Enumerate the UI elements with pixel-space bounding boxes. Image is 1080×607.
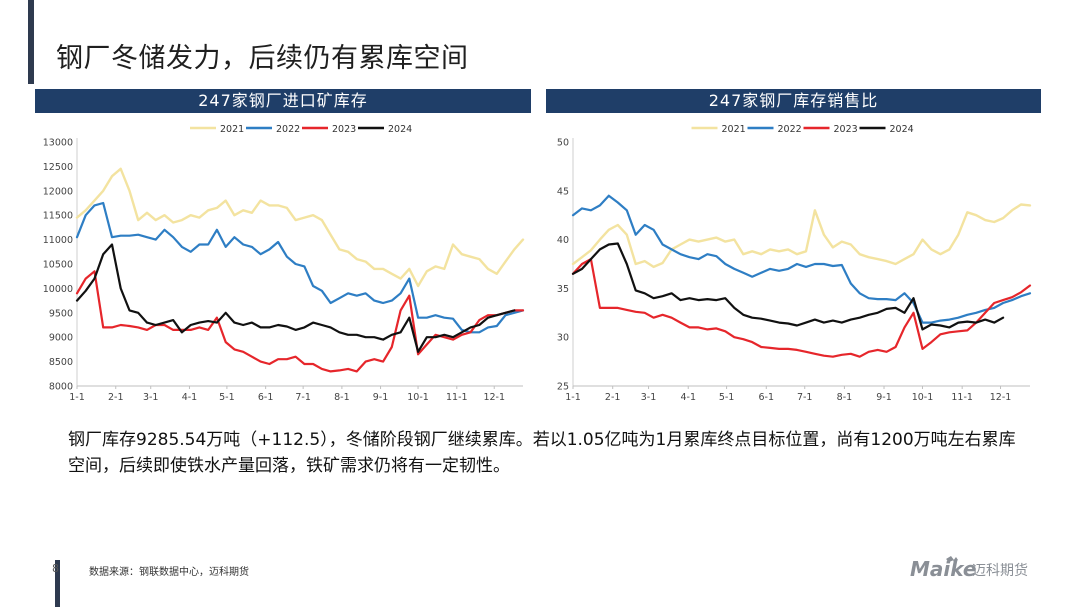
ratio-x-tick-label: 8-1 (837, 392, 853, 403)
inventory-x-tick-label: 6-1 (258, 392, 274, 403)
inventory-x-tick-label: 3-1 (143, 392, 159, 403)
footer-accent-bar (55, 560, 60, 607)
inventory-x-tick-label: 1-1 (69, 392, 85, 403)
inventory-y-tick-label: 13000 (43, 138, 73, 149)
maike-brand-name: 迈科期货 (972, 562, 1028, 579)
inventory-legend-label-2023: 2023 (332, 124, 356, 135)
ratio-x-tick-label: 12-1 (990, 392, 1012, 403)
inventory-legend-item-2022: 2022 (246, 124, 300, 135)
inventory-y-tick-label: 8500 (49, 357, 73, 368)
chart-stock-sales-ratio: 2021 2022 2023 2024 25 30 35 40 45 50 1-1 2-1 3-1 4-1… (557, 124, 1032, 403)
ratio-y-tick-label: 25 (557, 382, 569, 393)
ratio-series-2023 (571, 258, 1032, 358)
inventory-series-2022 (75, 201, 525, 334)
inventory-series-2021 (75, 167, 525, 288)
ratio-x-tick-label: 9-1 (876, 392, 892, 403)
ratio-series-2021 (571, 203, 1032, 269)
inventory-x-tick-label: 8-1 (334, 392, 350, 403)
ratio-x-tick-label: 2-1 (605, 392, 621, 403)
page-number: 8 (52, 562, 59, 575)
data-source-note: 数据来源：钢联数据中心，迈科期货 (89, 567, 249, 578)
inventory-x-tick-label: 5-1 (219, 392, 235, 403)
ratio-x-tick-label: 7-1 (797, 392, 813, 403)
maike-logo: Maike 迈科期货 (910, 556, 1028, 581)
body-commentary: 钢厂库存9285.54万吨（+112.5），冬储阶段钢厂继续累库。若以1.05亿… (68, 430, 1016, 476)
inventory-y-tick-label: 10500 (43, 260, 73, 271)
ratio-y-tick-label: 45 (557, 186, 569, 197)
ratio-legend-item-2022: 2022 (747, 124, 802, 135)
ratio-legend-item-2024: 2024 (859, 124, 914, 135)
inventory-legend-label-2022: 2022 (276, 124, 300, 135)
title-accent-bar (28, 0, 34, 84)
inventory-x-tick-label: 10-1 (407, 392, 429, 403)
ratio-y-tick-label: 30 (557, 333, 569, 344)
ratio-legend-label-2021: 2021 (722, 124, 746, 135)
ratio-y-tick-label: 40 (557, 235, 569, 246)
inventory-legend: 2021 2022 2023 2024 (190, 124, 412, 135)
ratio-legend: 2021 2022 2023 2024 (691, 124, 914, 135)
inventory-legend-item-2024: 2024 (358, 124, 412, 135)
ratio-legend-label-2022: 2022 (778, 124, 802, 135)
inventory-legend-item-2021: 2021 (190, 124, 244, 135)
inventory-x-tick-label: 9-1 (373, 392, 389, 403)
ratio-y-tick-label: 35 (557, 284, 569, 295)
ratio-series-2024 (571, 242, 1005, 331)
ratio-legend-label-2023: 2023 (834, 124, 858, 135)
inventory-y-tick-label: 11500 (43, 211, 73, 222)
ratio-x-tick-label: 5-1 (719, 392, 735, 403)
inventory-legend-label-2021: 2021 (220, 124, 244, 135)
inventory-x-tick-label: 4-1 (182, 392, 198, 403)
inventory-x-tick-label: 7-1 (295, 392, 311, 403)
ratio-legend-item-2021: 2021 (691, 124, 746, 135)
ratio-x-tick-label: 10-1 (912, 392, 934, 403)
ratio-legend-label-2024: 2024 (890, 124, 914, 135)
inventory-x-tick-label: 11-1 (446, 392, 468, 403)
ratio-x-tick-label: 3-1 (641, 392, 657, 403)
inventory-x-tick-label: 2-1 (108, 392, 124, 403)
chart-title-inventory: 247家钢厂进口矿库存 (35, 89, 531, 113)
chart-title-ratio: 247家钢厂库存销售比 (546, 89, 1041, 113)
ratio-series-2022 (571, 194, 1032, 324)
ratio-x-tick-label: 4-1 (680, 392, 696, 403)
inventory-y-tick-label: 9000 (49, 333, 73, 344)
inventory-series-2024 (75, 243, 516, 353)
inventory-legend-label-2024: 2024 (388, 124, 412, 135)
inventory-y-tick-label: 10000 (43, 284, 73, 295)
ratio-x-tick-label: 11-1 (951, 392, 973, 403)
ratio-x-tick-label: 6-1 (759, 392, 775, 403)
chart-iron-ore-inventory: 2021 2022 2023 2024 8000 8500 9000 9500 10000 105… (43, 124, 525, 403)
inventory-legend-item-2023: 2023 (302, 124, 356, 135)
inventory-x-tick-label: 12-1 (483, 392, 505, 403)
slide-title: 钢厂冬储发力，后续仍有累库空间 (56, 43, 469, 74)
maike-logo-mark (946, 556, 958, 562)
inventory-y-tick-label: 11000 (43, 235, 73, 246)
ratio-x-tick-label: 1-1 (565, 392, 581, 403)
ratio-y-tick-label: 50 (557, 138, 569, 149)
ratio-legend-item-2023: 2023 (803, 124, 858, 135)
inventory-y-tick-label: 9500 (49, 308, 73, 319)
inventory-y-tick-label: 8000 (49, 382, 73, 393)
inventory-y-tick-label: 12000 (43, 186, 73, 197)
inventory-y-tick-label: 12500 (43, 162, 73, 173)
maike-wordmark: Maike (910, 557, 976, 581)
inventory-series-2023 (75, 270, 525, 373)
